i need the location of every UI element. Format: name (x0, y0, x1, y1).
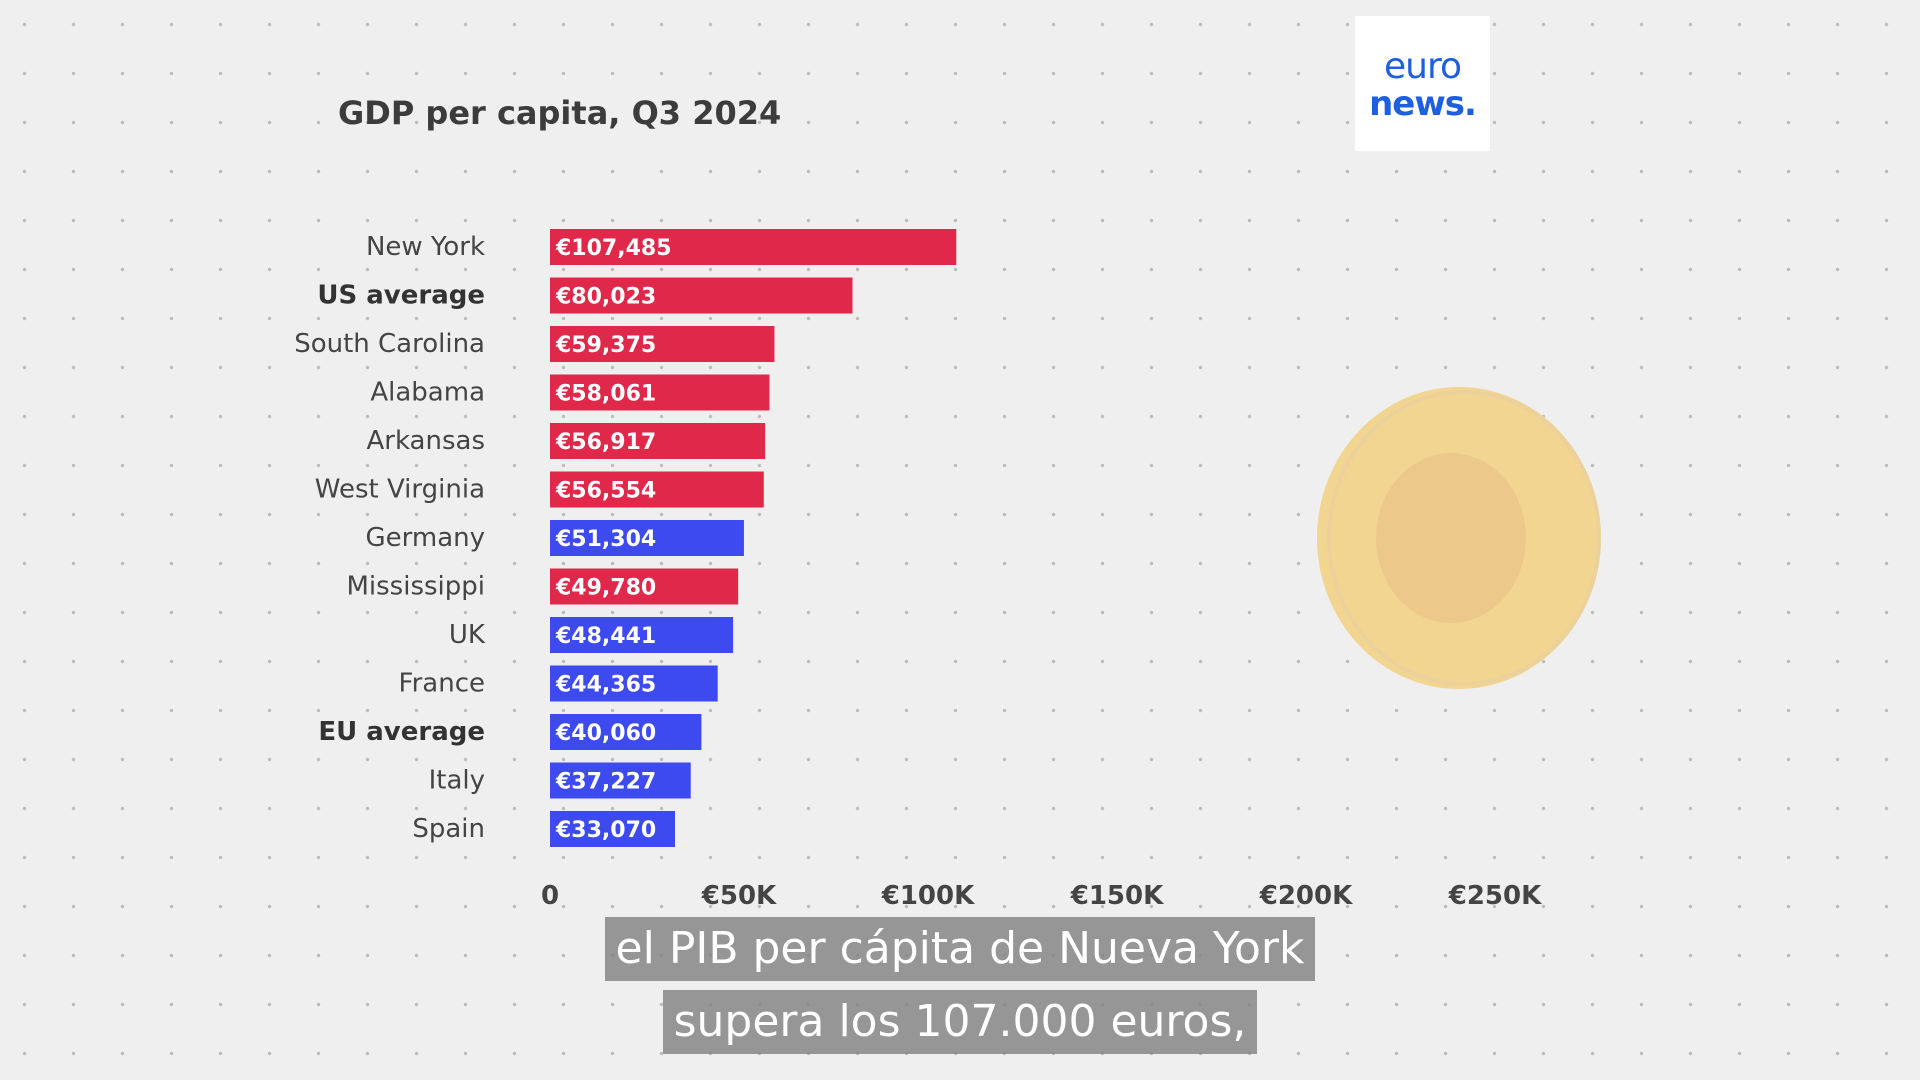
category-label-west-virginia: West Virginia (315, 475, 485, 505)
subtitle-line-2: supera los 107.000 euros, (0, 990, 1920, 1054)
x-tick-label: €50K (701, 881, 777, 911)
category-label-mississippi: Mississippi (346, 572, 485, 602)
logo-line-news: news. (1369, 84, 1477, 124)
category-label-uk: UK (449, 620, 486, 650)
bar-arkansas (550, 423, 766, 459)
value-label-south-carolina: €59,375 (555, 333, 656, 358)
bar-west-virginia (550, 471, 764, 508)
category-label-france: France (399, 669, 485, 699)
value-label-eu-average: €40,060 (555, 721, 656, 746)
category-label-spain: Spain (412, 814, 485, 844)
x-axis-ticks: 0 €50K €100K €150K €200K €250K (541, 881, 1542, 911)
value-label-spain: €33,070 (555, 818, 656, 843)
bar-us-average (550, 277, 853, 314)
value-label-mississippi: €49,780 (555, 576, 656, 601)
category-label-new-york: New York (366, 232, 485, 262)
bar-eu-average (550, 714, 702, 750)
coin-edge (1327, 390, 1601, 686)
bar-new-york (550, 229, 957, 265)
category-label-eu-average: EU average (318, 717, 485, 747)
value-label-uk: €48,441 (555, 624, 656, 649)
coin-inner (1376, 453, 1526, 623)
x-tick-label: €250K (1448, 881, 1542, 911)
bars (550, 229, 957, 847)
bar-mississippi (550, 568, 739, 605)
bar-alabama (550, 374, 770, 411)
x-tick-label: 0 (541, 881, 559, 911)
bar-spain (550, 811, 676, 847)
value-label-italy: €37,227 (555, 770, 656, 795)
category-label-germany: Germany (365, 523, 485, 553)
category-label-italy: Italy (429, 766, 485, 796)
bar-france (550, 665, 718, 702)
euronews-logo: euro news. (1355, 16, 1490, 151)
subtitle-text-1: el PIB per cápita de Nueva York (604, 917, 1316, 981)
category-labels: New York US average South Carolina Alabama A… (294, 232, 486, 844)
category-label-alabama: Alabama (370, 378, 485, 408)
x-tick-label: €150K (1070, 881, 1164, 911)
x-tick-label: €200K (1259, 881, 1353, 911)
coin-illustration (1317, 387, 1601, 689)
value-label-west-virginia: €56,554 (555, 479, 656, 504)
value-label-us-average: €80,023 (555, 285, 656, 310)
logo-line-euro: euro (1384, 46, 1462, 87)
subtitle-text-2: supera los 107.000 euros, (662, 990, 1258, 1054)
value-label-germany: €51,304 (555, 527, 656, 552)
category-label-arkansas: Arkansas (366, 426, 485, 456)
chart-title: GDP per capita, Q3 2024 (338, 94, 782, 132)
bar-germany (550, 520, 744, 556)
value-label-arkansas: €56,917 (555, 430, 656, 455)
category-label-south-carolina: South Carolina (294, 329, 485, 359)
value-label-alabama: €58,061 (555, 382, 656, 407)
x-tick-label: €100K (881, 881, 975, 911)
subtitle-line-1: el PIB per cápita de Nueva York (0, 917, 1920, 981)
value-label-new-york: €107,485 (555, 236, 672, 261)
value-labels: €107,485 €80,023 €59,375 €58,061 €56,917 €56,… (555, 236, 672, 843)
value-label-france: €44,365 (555, 673, 656, 698)
category-label-us-average: US average (317, 281, 485, 311)
bar-uk (550, 617, 734, 653)
bar-south-carolina (550, 326, 775, 362)
bar-italy (550, 762, 691, 799)
